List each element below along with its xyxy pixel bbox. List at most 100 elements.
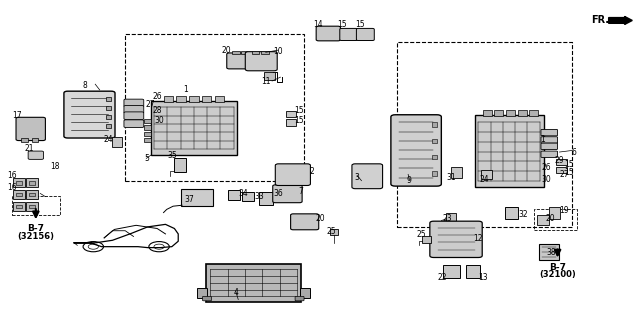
- Bar: [16, 181, 22, 185]
- Text: 15: 15: [294, 106, 304, 115]
- Text: 35: 35: [167, 151, 177, 160]
- Text: (32100): (32100): [539, 270, 576, 279]
- Bar: [164, 96, 173, 102]
- Text: 32: 32: [518, 210, 528, 219]
- Text: 30: 30: [154, 116, 164, 125]
- Text: 34: 34: [239, 189, 248, 198]
- Text: 15: 15: [355, 20, 364, 29]
- FancyArrow shape: [609, 16, 632, 24]
- Bar: [432, 155, 437, 159]
- Text: 15: 15: [564, 160, 574, 169]
- FancyBboxPatch shape: [541, 151, 557, 157]
- Text: 20: 20: [545, 214, 555, 223]
- Bar: [286, 119, 296, 125]
- Text: 1: 1: [184, 85, 188, 94]
- FancyBboxPatch shape: [391, 115, 442, 186]
- Bar: [26, 178, 38, 187]
- Text: 24: 24: [479, 175, 489, 184]
- Text: 3: 3: [355, 173, 360, 182]
- Text: 27: 27: [559, 170, 569, 179]
- Bar: [228, 190, 239, 200]
- Bar: [505, 207, 518, 219]
- Bar: [29, 181, 35, 185]
- FancyBboxPatch shape: [124, 106, 144, 113]
- Text: 29: 29: [555, 156, 564, 164]
- Text: 31: 31: [446, 173, 456, 182]
- Bar: [466, 265, 479, 278]
- FancyBboxPatch shape: [16, 117, 45, 140]
- Bar: [447, 212, 456, 220]
- Bar: [432, 172, 437, 176]
- Bar: [32, 138, 38, 141]
- Text: 22: 22: [438, 273, 447, 282]
- Bar: [26, 190, 38, 199]
- FancyBboxPatch shape: [316, 26, 340, 41]
- Text: 16: 16: [8, 172, 17, 180]
- FancyBboxPatch shape: [291, 214, 319, 230]
- Text: 15: 15: [294, 116, 304, 125]
- Bar: [539, 244, 559, 260]
- Bar: [106, 115, 111, 119]
- Text: 5: 5: [144, 154, 148, 163]
- FancyBboxPatch shape: [64, 91, 115, 138]
- Text: B-7: B-7: [28, 224, 44, 233]
- Bar: [232, 51, 239, 54]
- FancyBboxPatch shape: [202, 296, 211, 301]
- Bar: [144, 119, 152, 123]
- Text: FR.: FR.: [591, 15, 609, 26]
- FancyBboxPatch shape: [227, 53, 252, 69]
- Text: 17: 17: [12, 111, 22, 120]
- Bar: [29, 205, 35, 208]
- Text: 13: 13: [479, 273, 488, 282]
- Bar: [432, 139, 437, 143]
- Text: 26: 26: [542, 164, 552, 172]
- Text: 6: 6: [572, 148, 577, 156]
- Bar: [518, 110, 527, 116]
- Bar: [451, 167, 463, 178]
- Bar: [189, 96, 198, 102]
- Text: 27: 27: [146, 100, 156, 109]
- Bar: [151, 101, 237, 155]
- Text: 20: 20: [222, 45, 232, 55]
- Text: 28: 28: [152, 106, 162, 115]
- Bar: [113, 137, 122, 147]
- Text: 33: 33: [255, 192, 264, 201]
- Bar: [26, 202, 38, 211]
- Bar: [474, 116, 543, 187]
- Bar: [252, 51, 259, 54]
- Text: 2: 2: [309, 167, 314, 176]
- Bar: [261, 51, 269, 54]
- Bar: [264, 72, 275, 80]
- Text: 26: 26: [152, 92, 162, 101]
- FancyBboxPatch shape: [352, 164, 383, 189]
- Text: 25: 25: [326, 227, 336, 236]
- Bar: [181, 189, 213, 206]
- Text: 23: 23: [443, 214, 452, 223]
- Bar: [214, 96, 224, 102]
- Bar: [241, 51, 247, 54]
- FancyBboxPatch shape: [541, 129, 557, 136]
- Bar: [125, 34, 304, 181]
- Bar: [13, 202, 25, 211]
- Bar: [443, 265, 461, 278]
- Bar: [556, 159, 566, 165]
- FancyBboxPatch shape: [124, 120, 144, 127]
- FancyBboxPatch shape: [273, 185, 302, 203]
- FancyBboxPatch shape: [124, 112, 144, 120]
- Text: 7: 7: [298, 188, 303, 196]
- Text: 8: 8: [83, 81, 88, 90]
- Text: 11: 11: [261, 77, 271, 86]
- Bar: [242, 193, 253, 201]
- Text: 10: 10: [274, 47, 284, 56]
- Bar: [506, 110, 515, 116]
- Text: 20: 20: [315, 214, 325, 223]
- Bar: [21, 138, 28, 141]
- Text: 9: 9: [407, 176, 412, 185]
- Text: B-7: B-7: [549, 263, 566, 272]
- Text: 38: 38: [547, 248, 556, 257]
- Text: 36: 36: [274, 189, 284, 198]
- Text: 19: 19: [559, 206, 569, 215]
- Bar: [548, 207, 560, 219]
- Text: 15: 15: [564, 168, 574, 177]
- Bar: [537, 215, 548, 225]
